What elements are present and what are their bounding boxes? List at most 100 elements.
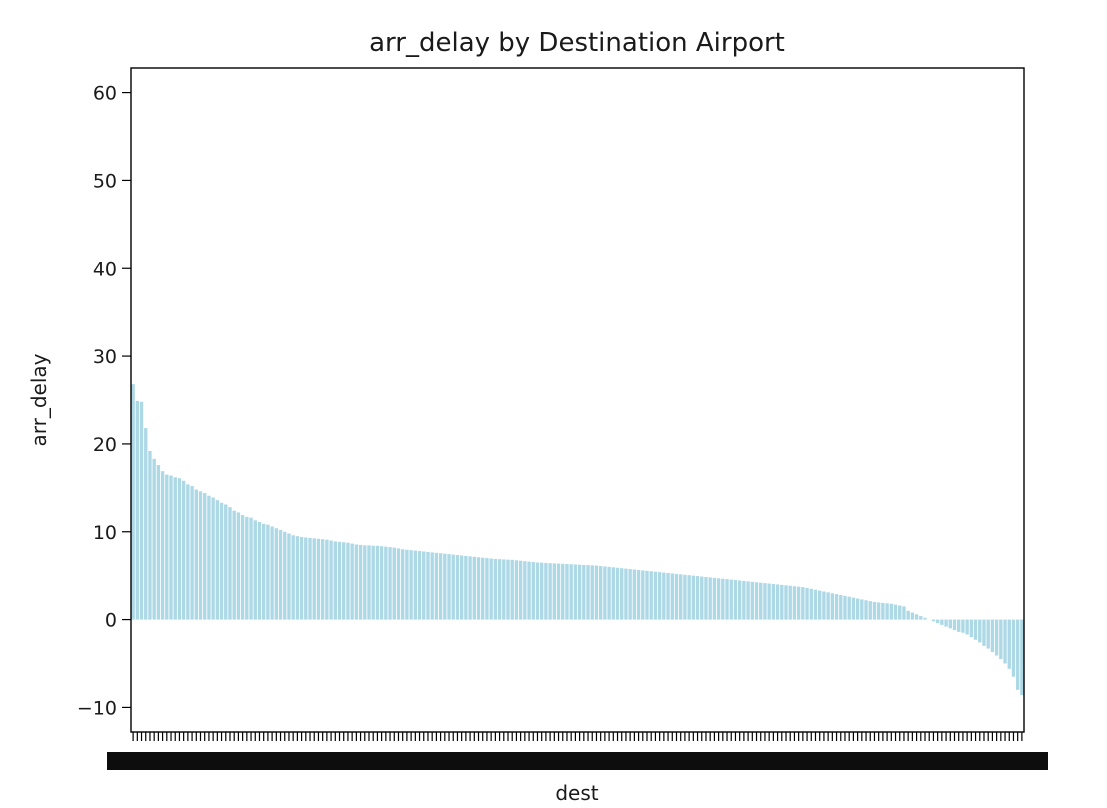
bar (982, 619, 986, 646)
bar (502, 559, 506, 620)
bar (759, 582, 763, 620)
bar (472, 556, 476, 620)
bar (944, 619, 948, 627)
bar (628, 569, 632, 620)
bar (144, 428, 148, 620)
bar (687, 575, 691, 620)
bar (818, 590, 822, 620)
bar (329, 540, 333, 620)
bar (813, 589, 818, 620)
bar (232, 510, 236, 620)
bar (615, 567, 620, 620)
bar (868, 601, 872, 620)
bar (965, 619, 969, 635)
bar (805, 587, 809, 620)
bar (224, 504, 228, 620)
bar (569, 564, 573, 620)
bar (270, 526, 274, 620)
bar (342, 542, 346, 620)
bar (422, 551, 426, 620)
bar (691, 575, 696, 620)
bar (489, 558, 493, 620)
bar (607, 566, 611, 620)
bar (636, 569, 641, 620)
plot-frame (130, 67, 1025, 733)
bar (830, 593, 835, 620)
x-axis-label: dest (555, 781, 598, 805)
bar (405, 549, 409, 620)
bar (207, 495, 211, 620)
bar (375, 545, 380, 620)
bar (700, 576, 704, 620)
bar (506, 559, 510, 620)
bar (780, 584, 784, 620)
x-tick-label-band (107, 752, 1048, 770)
bar (754, 582, 759, 620)
bar (249, 517, 253, 620)
bar (1016, 619, 1020, 690)
bar (855, 598, 860, 620)
bar (299, 537, 304, 620)
bar (152, 458, 156, 620)
bar (708, 577, 712, 620)
bar (518, 560, 523, 620)
bar (367, 545, 371, 620)
bar (666, 573, 670, 620)
bar (485, 558, 489, 620)
bar (417, 551, 422, 620)
bar (885, 603, 889, 620)
bar (430, 552, 434, 620)
bar (771, 584, 776, 620)
bar (325, 539, 329, 620)
bar (611, 567, 615, 620)
bar (796, 586, 801, 620)
chart-title: arr_delay by Destination Airport (369, 28, 785, 58)
bar (211, 497, 215, 620)
bar (801, 587, 805, 620)
bar (548, 563, 552, 620)
bar (792, 586, 797, 620)
bar (556, 563, 561, 620)
bar (594, 565, 599, 620)
bar (603, 566, 607, 620)
bar (809, 588, 813, 620)
bar (721, 578, 725, 620)
bar (476, 557, 481, 620)
bar (401, 549, 405, 620)
bar (245, 516, 249, 620)
bar (363, 545, 367, 620)
bar (540, 562, 544, 620)
bar (573, 564, 578, 620)
bar (881, 602, 885, 620)
bar (843, 595, 847, 620)
bar (973, 619, 978, 640)
bar (194, 489, 198, 620)
bar (148, 450, 152, 620)
y-tick-label: −10 (77, 697, 117, 719)
bar (481, 557, 485, 620)
bar (876, 602, 881, 620)
bar (695, 576, 700, 620)
bar (523, 561, 527, 620)
bar (384, 546, 388, 620)
bar (304, 537, 308, 620)
bar (173, 477, 177, 620)
bar (552, 563, 557, 620)
bar (767, 583, 771, 620)
bar (358, 544, 363, 620)
bar (910, 612, 915, 620)
y-tick-label: 50 (93, 170, 117, 192)
bar (662, 572, 666, 620)
bar (582, 564, 586, 620)
bar (775, 584, 780, 620)
bar (590, 565, 594, 620)
bar (240, 515, 245, 620)
y-tick-label: 60 (93, 83, 117, 105)
bar (215, 500, 220, 620)
bar (177, 478, 182, 620)
bar (725, 579, 729, 620)
bar (396, 548, 401, 620)
bar (544, 562, 548, 620)
bar (371, 545, 375, 620)
bar (826, 592, 830, 620)
